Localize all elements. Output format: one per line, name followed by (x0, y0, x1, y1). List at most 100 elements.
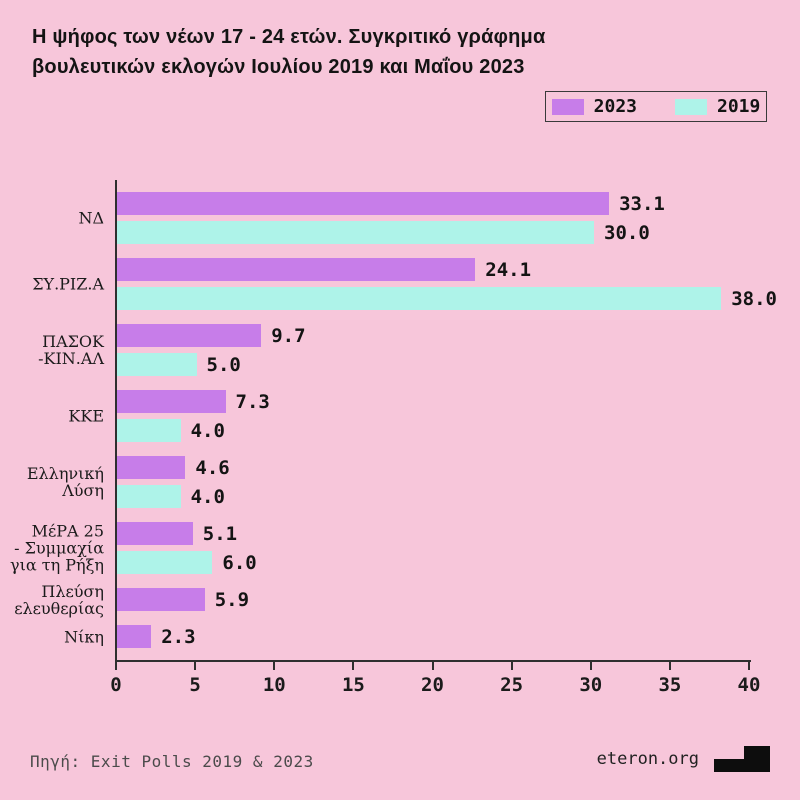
x-axis-tick (510, 662, 513, 670)
legend-label-2023: 2023 (593, 96, 637, 117)
category-label-line: - Συμμαχία (14, 538, 104, 558)
legend-item-2023: 2023 (551, 96, 637, 117)
bar-row-2019: 30.0 (117, 221, 751, 244)
category-label: ΚΚΕ (4, 408, 104, 425)
bar-row-2019: 6.0 (117, 551, 751, 574)
bar-row-2023: 7.3 (117, 390, 751, 413)
bar-2023 (117, 324, 262, 347)
x-axis-tick (194, 662, 197, 670)
bar-row-2019: 38.0 (117, 287, 777, 310)
category-label-line: ΠΑΣΟΚ (42, 332, 104, 351)
legend-swatch-2023 (551, 98, 584, 115)
bar-group: ΠΑΣΟΚ -ΚΙΝ.ΑΛ 9.7 5.0 (38, 324, 751, 376)
x-axis-tick (431, 662, 434, 670)
bar-2023 (117, 522, 193, 545)
page-title-line1: Η ψήφος των νέων 17 - 24 ετών. Συγκριτικ… (32, 26, 546, 48)
bar-2019 (117, 287, 722, 310)
category-label-line: ΣΥ.ΡΙΖ.Α (32, 274, 104, 294)
bar-group: Νίκη 2.3 (64, 625, 751, 648)
bar-row-2019: 4.0 (117, 485, 751, 508)
bar-row-2023: 5.1 (117, 522, 751, 545)
legend: 2023 2019 (545, 91, 767, 122)
category-label-line: Λύση (62, 481, 104, 500)
bar-value-label: 33.1 (619, 192, 665, 215)
eteron-logo-icon (714, 746, 770, 772)
bar-2023 (117, 192, 610, 215)
bar-value-label: 30.0 (604, 221, 650, 244)
page-title-line2: βουλευτικών εκλογών Ιουλίου 2019 και Μαΐ… (32, 56, 525, 78)
category-label: ΠΑΣΟΚ -ΚΙΝ.ΑΛ (4, 333, 104, 367)
bar-2019 (117, 419, 181, 442)
category-label: Ελληνική Λύση (4, 465, 104, 499)
bar-row-2023: 24.1 (117, 258, 751, 281)
legend-swatch-2019 (675, 98, 707, 115)
x-axis-tick (115, 662, 117, 670)
bar-value-label: 2.3 (161, 625, 196, 648)
x-axis-tick (748, 662, 750, 670)
bar-row-2023: 5.9 (117, 588, 751, 611)
x-axis-tick-label: 0 (110, 674, 122, 696)
bar-2023 (117, 456, 186, 479)
bar-value-label: 4.0 (190, 419, 225, 442)
x-axis-tick (668, 662, 671, 670)
category-label-line: ΚΚΕ (68, 406, 104, 426)
category-label-line: ελευθερίας (14, 598, 104, 618)
x-axis-tick-label: 35 (658, 674, 682, 696)
logo-step-bottom (714, 759, 770, 772)
legend-label-2019: 2019 (717, 96, 761, 117)
legend-item-2019: 2019 (675, 96, 760, 117)
bar-groups: ΝΔ 33.1 30.0 ΣΥ.ΡΙΖ.Α 24.1 38.0 ΠΑΣΟΚ -ΚΙΝ.ΑΛ 9.… (10, 180, 777, 660)
category-label-line: -ΚΙΝ.ΑΛ (38, 349, 104, 368)
bar-value-label: 7.3 (235, 390, 270, 413)
bar-2019 (117, 353, 197, 376)
bar-row-2019: 4.0 (117, 419, 751, 442)
bar-group: Πλεύση ελευθερίας 5.9 (14, 583, 751, 617)
bar-value-label: 4.0 (190, 485, 225, 508)
bar-value-label: 38.0 (731, 287, 777, 310)
bar-chart-plot-area: ΝΔ 33.1 30.0 ΣΥ.ΡΙΖ.Α 24.1 38.0 ΠΑΣΟΚ -ΚΙΝ.ΑΛ 9.… (10, 180, 777, 662)
x-axis-tick-label: 15 (341, 674, 365, 696)
category-label-line: ΝΔ (78, 208, 104, 228)
x-axis: 0 5 10 15 20 25 30 35 40 (110, 660, 760, 704)
x-axis-tick-label: 25 (500, 674, 524, 696)
bar-2019 (117, 221, 594, 244)
bar-2023 (117, 625, 152, 648)
source-note: Πηγή: Exit Polls 2019 & 2023 (30, 752, 314, 771)
bar-2019 (117, 551, 213, 574)
category-label: ΝΔ (4, 210, 104, 227)
category-label: ΜέΡΑ 25- Συμμαχία για τη Ρήξη (4, 523, 104, 574)
x-axis-tick (589, 662, 592, 670)
bar-2023 (117, 258, 476, 281)
category-label-line: ΜέΡΑ 25 (31, 521, 104, 541)
x-axis-tick (352, 662, 355, 670)
x-axis-tick-label: 30 (579, 674, 603, 696)
bar-2023 (117, 390, 226, 413)
bar-group: ΜέΡΑ 25- Συμμαχία για τη Ρήξη 5.1 6.0 (10, 522, 751, 574)
site-name: eteron.org (596, 749, 699, 769)
page-title: Η ψήφος των νέων 17 - 24 ετών. Συγκριτικ… (32, 22, 545, 82)
brand: eteron.org (597, 746, 770, 772)
bar-group: ΣΥ.ΡΙΖ.Α 24.1 38.0 (32, 258, 777, 310)
bar-value-label: 5.9 (214, 588, 250, 611)
bar-row-2023: 33.1 (117, 192, 751, 215)
bar-2023 (117, 588, 205, 611)
bar-row-2023: 2.3 (117, 625, 751, 648)
bar-row-2023: 9.7 (117, 324, 751, 347)
bar-value-label: 5.1 (202, 522, 238, 545)
category-label: ΣΥ.ΡΙΖ.Α (4, 276, 104, 293)
bar-value-label: 24.1 (485, 258, 532, 281)
category-label: Νίκη (4, 628, 104, 645)
bar-value-label: 6.0 (222, 551, 257, 574)
x-axis-tick-label: 20 (421, 674, 444, 696)
bar-group: ΚΚΕ 7.3 4.0 (68, 390, 751, 442)
x-axis-tick (273, 662, 276, 670)
bar-row-2023: 4.6 (117, 456, 751, 479)
category-label-line: Πλεύση (41, 581, 104, 601)
logo-step-top (744, 746, 770, 760)
bar-group: ΝΔ 33.1 30.0 (78, 192, 751, 244)
bar-value-label: 9.7 (271, 324, 306, 347)
category-label: Πλεύση ελευθερίας (4, 583, 104, 617)
bar-2019 (117, 485, 181, 508)
x-axis-tick-label: 10 (262, 674, 286, 696)
